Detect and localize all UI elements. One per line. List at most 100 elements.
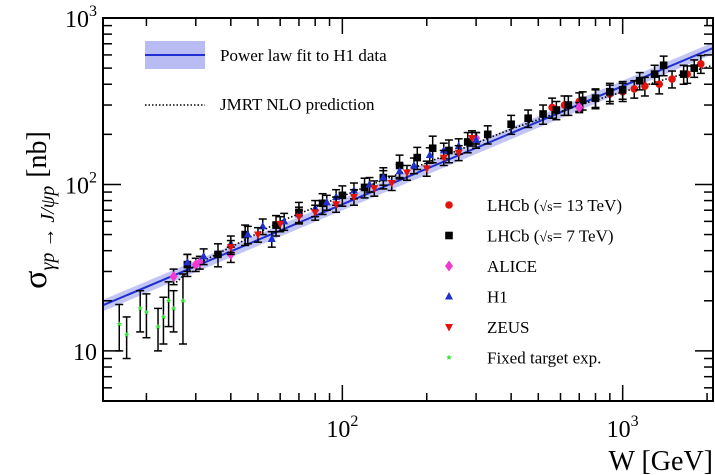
legend-label-fixed: Fixed target exp. <box>487 349 601 368</box>
tick-label-base: 10 <box>607 417 631 443</box>
legend-label-sqrt: √s <box>539 231 552 246</box>
point-lhcb13 <box>668 75 676 83</box>
point-h1 <box>322 197 331 206</box>
point-alice <box>169 270 178 282</box>
error-bar <box>142 293 151 339</box>
legend-label-text: H1 <box>487 288 508 307</box>
point-zeus <box>294 213 303 222</box>
point-zeus <box>349 194 358 202</box>
legend-label-text: ALICE <box>487 257 537 276</box>
tick-label-exponent: 3 <box>631 413 639 430</box>
point-lhcb7 <box>591 94 600 102</box>
legend-label-lhcb7: LHCb (√s= 7 TeV) <box>487 227 614 246</box>
legend-label-energy: = 13 TeV) <box>553 196 622 215</box>
point-lhcb13 <box>697 60 705 68</box>
point-lhcb7 <box>360 183 369 192</box>
plot-area <box>103 42 713 360</box>
error-bar <box>178 273 187 345</box>
legend-nlo-label: JMRT NLO prediction <box>220 95 375 114</box>
legend-marker-alice <box>445 260 453 272</box>
tick-label-base: 10 <box>326 417 350 443</box>
point-fixed <box>155 323 161 329</box>
x-tick-label: 102 <box>326 413 358 443</box>
legend-marker-fixed <box>446 354 452 360</box>
legend-marker-h1 <box>445 292 453 300</box>
point-lhcb7 <box>214 250 222 259</box>
point-zeus <box>454 149 463 158</box>
point-lhcb7 <box>564 101 573 109</box>
tick-label-base: 10 <box>73 340 97 366</box>
legend-label-text: LHCb ( <box>487 227 540 246</box>
series-zeus <box>226 130 476 256</box>
legend-bottom: LHCb (√s= 13 TeV)LHCb (√s= 7 TeV)ALICEH1… <box>445 196 622 368</box>
point-lhcb7 <box>507 120 515 129</box>
point-lhcb7 <box>463 138 472 146</box>
point-zeus <box>276 220 285 229</box>
point-zeus <box>370 185 379 193</box>
y-tick-label: 102 <box>65 169 97 199</box>
point-zeus <box>226 244 235 252</box>
point-lhcb7 <box>241 230 249 239</box>
y-tick-label: 10 <box>73 340 97 366</box>
legend-marker-zeus <box>445 324 453 332</box>
point-lhcb7 <box>539 110 547 118</box>
point-h1 <box>379 173 388 181</box>
legend-marker-lhcb7 <box>445 231 453 240</box>
point-fixed <box>116 321 123 327</box>
error-bar <box>164 281 173 328</box>
point-h1 <box>395 166 404 175</box>
point-fixed <box>170 305 177 311</box>
legend-label-zeus: ZEUS <box>487 318 530 337</box>
legend-fit-label: Power law fit to H1 data <box>220 46 387 65</box>
x-axis-title: W [GeV] <box>609 446 713 475</box>
point-lhcb7 <box>690 64 699 72</box>
point-zeus <box>467 135 476 143</box>
point-alice <box>575 101 584 113</box>
point-fixed <box>123 331 130 338</box>
legend-label-sqrt: √s <box>539 200 552 215</box>
legend-label-energy: = 7 TeV) <box>553 227 614 246</box>
point-fixed <box>165 297 172 304</box>
point-lhcb7 <box>578 96 587 105</box>
error-bar <box>136 289 145 333</box>
point-h1 <box>267 234 276 243</box>
point-fixed <box>180 297 186 304</box>
y-axis-unit: [nb] <box>22 131 53 178</box>
point-lhcb7 <box>635 76 644 85</box>
point-h1 <box>199 251 208 260</box>
point-lhcb7 <box>618 86 627 94</box>
y-tick-label: 103 <box>65 3 97 33</box>
point-h1 <box>425 150 434 159</box>
tick-label-exponent: 2 <box>350 413 358 430</box>
point-lhcb7 <box>445 146 453 155</box>
point-zeus <box>422 165 431 173</box>
error-bar <box>122 316 131 360</box>
y-axis-title: σγp → J/ψp [nb] <box>17 131 59 289</box>
point-lhcb7 <box>338 191 347 200</box>
error-bar <box>159 296 168 345</box>
point-lhcb7 <box>606 88 614 96</box>
legend-label-text: LHCb ( <box>487 196 540 215</box>
tick-label-base: 10 <box>65 7 89 33</box>
point-h1 <box>472 135 481 143</box>
point-lhcb7 <box>679 70 688 78</box>
point-zeus <box>253 231 262 240</box>
tick-label-exponent: 2 <box>89 169 97 186</box>
point-lhcb7 <box>552 106 561 114</box>
point-lhcb7 <box>659 61 668 70</box>
point-h1 <box>409 160 418 169</box>
point-lhcb7 <box>524 114 532 123</box>
legend-marker-lhcb13 <box>445 201 453 209</box>
legend-label-alice: ALICE <box>487 257 537 276</box>
legend-label-text: Fixed target exp. <box>487 349 601 368</box>
point-fixed <box>160 313 167 320</box>
point-h1 <box>243 230 252 238</box>
legend-label-h1: H1 <box>487 288 508 307</box>
series-fixed <box>115 273 187 360</box>
point-zeus <box>332 201 341 209</box>
point-zeus <box>387 180 396 188</box>
point-zeus <box>402 169 411 177</box>
point-lhcb7 <box>272 221 280 229</box>
point-lhcb7 <box>483 130 492 139</box>
